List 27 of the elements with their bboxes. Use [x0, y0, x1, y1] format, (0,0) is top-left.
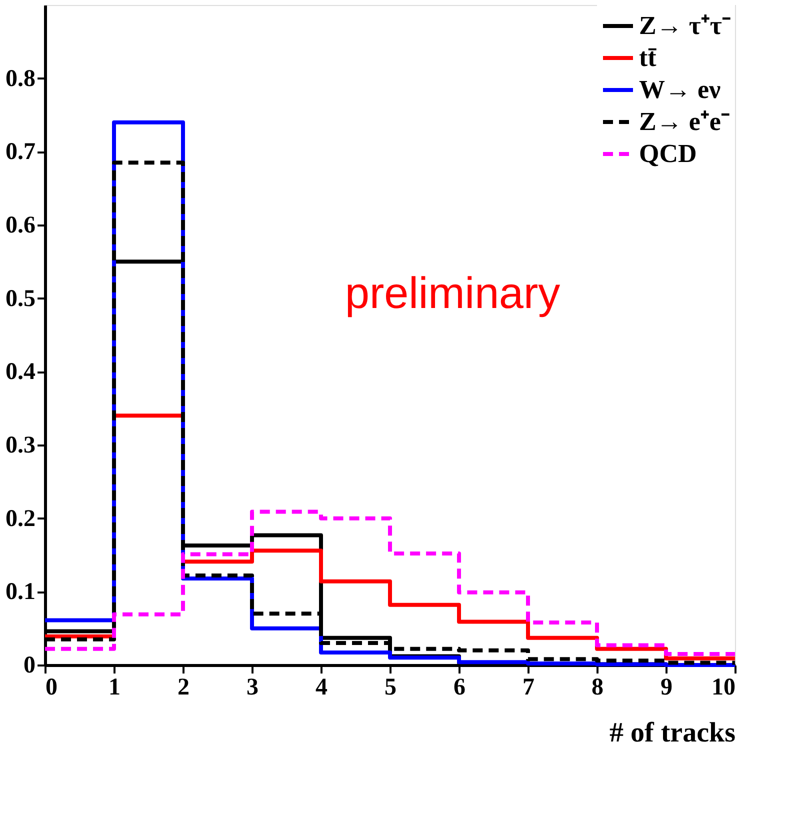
x-tick-label: 3	[246, 674, 258, 700]
y-tick-label: 0.7	[6, 139, 36, 166]
x-tick-label: 6	[454, 674, 466, 700]
y-tick-label: 0	[24, 652, 36, 678]
x-axis-title: # of tracks	[610, 718, 736, 748]
legend-label: W→ eν	[639, 75, 722, 104]
x-tick-label: 5	[384, 674, 396, 700]
legend-label: Z→ τ⁺τ⁻	[639, 11, 731, 40]
x-tick-label: 9	[660, 674, 672, 700]
legend-label: Z→ e⁺e⁻	[639, 107, 730, 136]
x-tick-label: 2	[178, 674, 190, 700]
y-tick-label: 0.1	[6, 579, 36, 606]
annotation: preliminary	[345, 269, 560, 318]
legend-label: tt̄	[639, 43, 657, 72]
legend-label: QCD	[639, 139, 697, 168]
y-tick-label: 0.5	[6, 286, 36, 312]
x-tick-label: 8	[592, 674, 604, 700]
y-tick-label: 0.6	[6, 212, 36, 238]
x-tick-label: 1	[108, 674, 120, 700]
y-tick-label: 0.2	[6, 506, 36, 532]
x-tick-label: 10	[712, 674, 736, 700]
y-tick-label: 0.4	[6, 359, 36, 386]
x-tick-label: 4	[316, 674, 328, 700]
y-tick-label: 0.3	[6, 432, 36, 458]
y-tick-label: 0.8	[6, 66, 36, 92]
x-tick-label: 7	[522, 674, 534, 700]
x-tick-label: 0	[46, 674, 58, 700]
